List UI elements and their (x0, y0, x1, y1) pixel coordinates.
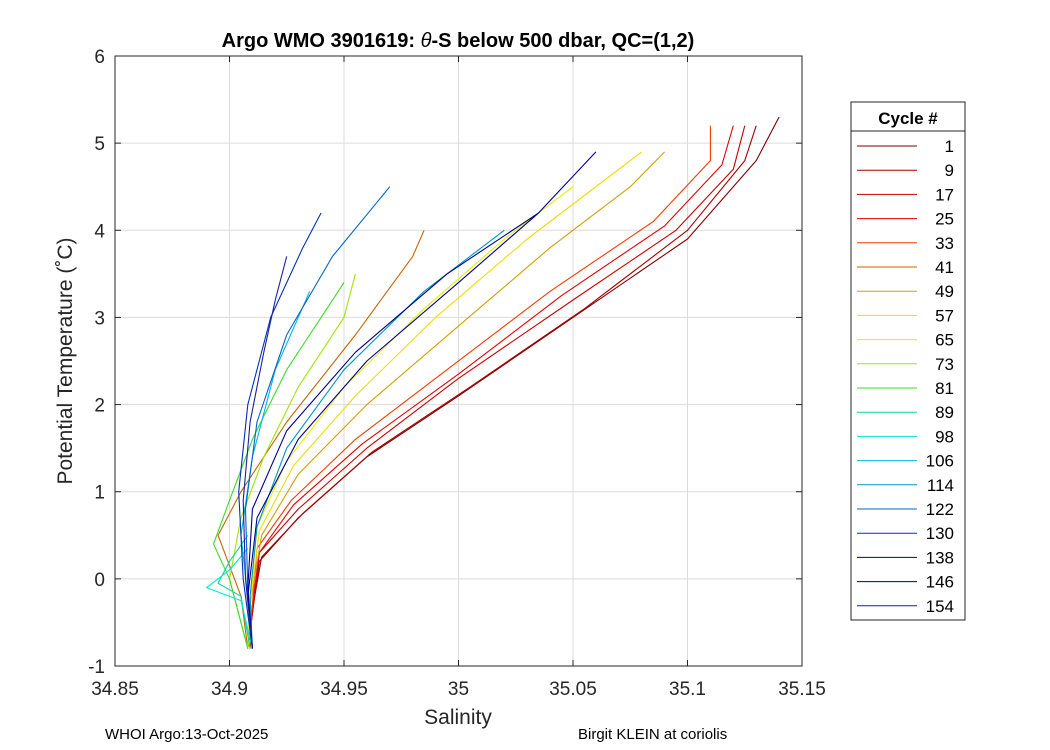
title-suffix: -S below 500 dbar, QC=(1,2) (431, 30, 694, 52)
legend-label-cycle-57: 57 (935, 306, 954, 325)
x-tick-label: 35.05 (549, 679, 597, 700)
series-line-cycle-98 (206, 548, 253, 649)
series-line-cycle-25 (249, 125, 734, 649)
legend-label-cycle-1: 1 (945, 137, 954, 156)
x-tick-label: 34.95 (320, 679, 368, 700)
chart-title: Argo WMO 3901619: θ-S below 500 dbar, QC… (222, 30, 695, 52)
y-tick-label: 5 (94, 134, 105, 155)
legend-label-cycle-33: 33 (935, 234, 954, 253)
legend-label-cycle-41: 41 (935, 258, 954, 277)
series-line-cycle-1 (247, 116, 780, 649)
x-tick-label: 34.9 (211, 679, 248, 700)
footer-left: WHOI Argo:13-Oct-2025 (105, 726, 269, 743)
x-tick-label: 34.85 (91, 679, 139, 700)
x-axis-label: Salinity (424, 706, 492, 729)
legend-label-cycle-130: 130 (926, 524, 954, 543)
series-line-cycle-33 (247, 125, 711, 649)
y-tick-label: -1 (88, 657, 105, 678)
legend-label-cycle-138: 138 (926, 548, 954, 567)
x-tick-label: 35.15 (778, 679, 826, 700)
legend-label-cycle-9: 9 (945, 161, 954, 180)
series-line-cycle-17 (247, 125, 746, 649)
series-line-cycle-9 (247, 125, 757, 649)
legend-items: 1 9 17 25 33 41 49 57 65 73 81 89 98 106 114 122 130 138 1… (857, 137, 954, 616)
series-line-cycle-57 (247, 151, 643, 649)
legend-label-cycle-146: 146 (926, 573, 954, 592)
plot-area (206, 116, 780, 649)
series-line-cycle-154 (242, 256, 288, 649)
y-tick-label: 6 (94, 47, 105, 68)
title-prefix: Argo WMO 3901619: (222, 30, 421, 52)
y-tick-label: 4 (94, 221, 105, 242)
legend-label-cycle-81: 81 (935, 379, 954, 398)
series-line-cycle-65 (247, 186, 574, 649)
y-tick-label: 1 (94, 483, 105, 504)
series-line-cycle-49 (247, 151, 665, 649)
series-line-cycle-114 (249, 229, 505, 649)
legend-label-cycle-98: 98 (935, 427, 954, 446)
legend-label-cycle-73: 73 (935, 355, 954, 374)
y-tick-label: 3 (94, 308, 105, 329)
legend-label-cycle-154: 154 (926, 597, 954, 616)
legend-label-cycle-49: 49 (935, 282, 954, 301)
footer-right: Birgit KLEIN at coriolis (578, 726, 728, 743)
legend-label-cycle-114: 114 (927, 476, 954, 495)
y-tick-label: 0 (94, 570, 105, 591)
title-theta: θ (421, 30, 432, 52)
legend-label-cycle-89: 89 (935, 403, 954, 422)
series-line-cycle-146 (247, 212, 539, 649)
legend: Cycle # 1 9 17 25 33 41 49 57 65 73 81 89 98 106 114 12… (850, 101, 966, 621)
axis-ticks: 34.85 34.9 34.95 35 35.05 35.1 35.15 -1 0 1 2 3 4 5 6 (88, 47, 826, 700)
series-line-cycle-130 (238, 212, 322, 649)
legend-title: Cycle # (878, 109, 938, 128)
legend-label-cycle-17: 17 (935, 185, 954, 204)
x-tick-label: 35.1 (669, 679, 706, 700)
legend-label-cycle-65: 65 (935, 331, 954, 350)
legend-label-cycle-122: 122 (926, 500, 954, 519)
y-axis-label: Potential Temperature (˚C) (54, 237, 77, 484)
x-tick-label: 35 (448, 679, 469, 700)
y-tick-label: 2 (94, 396, 105, 417)
legend-label-cycle-25: 25 (935, 210, 954, 229)
series-line-cycle-138 (247, 151, 597, 649)
legend-label-cycle-106: 106 (926, 452, 954, 471)
series-line-cycle-81 (212, 282, 345, 649)
